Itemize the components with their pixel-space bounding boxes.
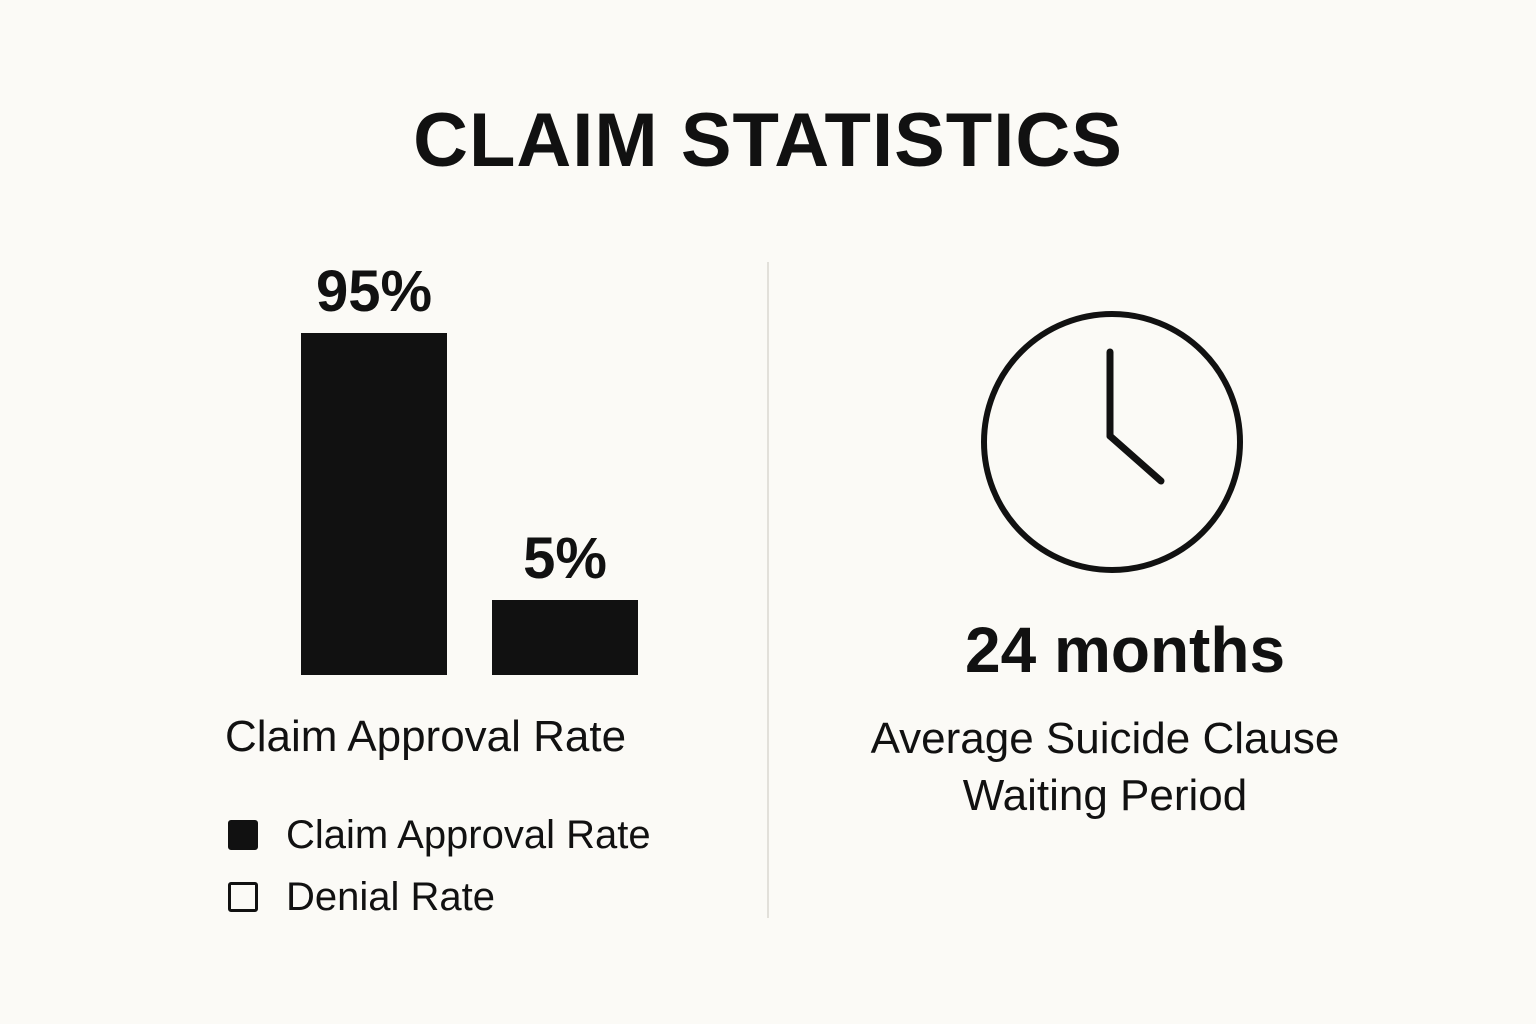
legend-swatch-filled — [228, 820, 258, 850]
waiting-period-caption-line-1: Average Suicide Clause — [870, 714, 1340, 763]
bar-chart: 95% 5% — [301, 259, 638, 675]
bar-value-label: 5% — [523, 526, 607, 591]
legend-item-denial: Denial Rate — [228, 872, 651, 922]
bar-denial-rate — [492, 600, 638, 675]
page-title: CLAIM STATISTICS — [413, 98, 1123, 183]
waiting-period-value: 24 months — [964, 614, 1286, 686]
chart-x-label: Claim Approval Rate — [225, 712, 627, 761]
waiting-period-caption-line-2: Waiting Period — [962, 771, 1248, 820]
bar-claim-approval-rate — [301, 333, 447, 675]
legend-label: Denial Rate — [286, 874, 496, 919]
legend-item-approval: Claim Approval Rate — [228, 810, 651, 860]
chart-legend: Claim Approval Rate Denial Rate — [228, 810, 651, 934]
bar-value-label: 95% — [316, 259, 432, 324]
legend-swatch-outline — [228, 882, 258, 912]
waiting-period-caption: Average Suicide Clause Waiting Period — [820, 710, 1390, 824]
section-divider — [767, 262, 769, 918]
legend-label: Claim Approval Rate — [286, 812, 651, 857]
clock-icon — [981, 311, 1243, 573]
